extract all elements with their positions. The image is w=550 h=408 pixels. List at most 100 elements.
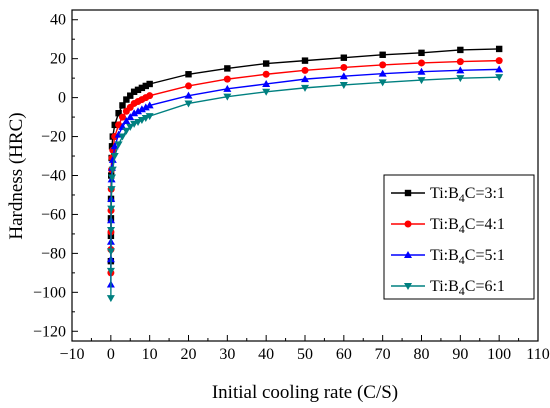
data-point: [417, 77, 426, 85]
x-tick-label: 20: [181, 346, 197, 363]
data-point: [456, 75, 465, 83]
data-point: [339, 81, 348, 89]
series-layer: [106, 45, 504, 303]
data-point: [108, 143, 116, 150]
x-tick-label: 30: [219, 346, 235, 363]
legend-marker: [404, 220, 412, 228]
x-tick-label: 0: [107, 346, 115, 363]
data-point: [110, 142, 119, 150]
x-tick-label: 80: [414, 346, 430, 363]
y-axis-title: Hardness (HRC): [6, 112, 27, 239]
data-point: [456, 58, 464, 66]
y-tick-label: 0: [58, 90, 66, 107]
data-point: [340, 54, 348, 61]
x-tick-label: 70: [375, 346, 391, 363]
data-point: [111, 121, 118, 129]
data-point: [378, 79, 387, 87]
data-point: [418, 59, 425, 67]
data-point: [118, 133, 127, 141]
legend-marker: [404, 251, 412, 258]
data-point: [115, 109, 122, 117]
legend: Ti:B4C=3:1 Ti:B4C=4:1 Ti:B4C=5:1 Ti:B4C=6:1: [383, 174, 535, 300]
legend-item: Ti:B4C=4:1: [391, 216, 505, 236]
data-point: [107, 186, 116, 194]
x-axis-title: Initial cooling rate (C/S): [212, 382, 398, 403]
data-point: [495, 45, 503, 53]
data-point: [379, 51, 386, 58]
data-point: [141, 103, 150, 111]
data-point: [126, 123, 135, 131]
data-point: [127, 92, 134, 99]
legend-label: Ti:B4C=6:1: [430, 278, 505, 298]
y-tick-label: −120: [33, 323, 66, 340]
data-point: [339, 72, 348, 80]
data-point: [107, 174, 116, 182]
data-point: [137, 105, 146, 113]
data-point: [126, 113, 135, 121]
data-point: [142, 82, 149, 90]
data-point: [262, 79, 271, 87]
data-point: [262, 88, 271, 96]
data-point: [184, 100, 193, 108]
data-point: [340, 63, 348, 71]
data-point: [122, 127, 131, 135]
data-point: [110, 153, 119, 161]
data-point: [108, 166, 117, 174]
x-tick-label: 110: [526, 346, 549, 363]
legend-marker: [404, 189, 412, 197]
x-tick-label: 90: [452, 346, 468, 363]
legend-item: Ti:B4C=6:1: [391, 278, 505, 298]
data-point: [106, 248, 115, 256]
x-tick-label: 60: [336, 346, 352, 363]
legend-label: Ti:B4C=3:1: [430, 185, 505, 205]
x-tick-label: 40: [258, 346, 274, 363]
y-tick-label: −40: [41, 168, 66, 185]
data-point: [145, 113, 154, 121]
y-axis-ticks: −120 −100 −80 −60 −40 −20 0 20 40: [33, 12, 78, 340]
y-tick-label: −100: [33, 284, 66, 301]
x-tick-label: −10: [59, 346, 84, 363]
x-axis-ticks: −10 0 10 20 30 40 50 60 70 80 90 100 110: [59, 335, 550, 363]
data-point: [146, 80, 153, 88]
data-point: [119, 102, 126, 109]
data-point: [224, 65, 231, 72]
data-point: [301, 75, 309, 83]
data-point: [301, 84, 309, 92]
data-point: [114, 141, 123, 149]
legend-marker: [404, 283, 412, 290]
legend-label: Ti:B4C=5:1: [430, 247, 505, 267]
data-point: [223, 75, 231, 83]
data-point: [118, 113, 126, 121]
data-point: [130, 88, 138, 95]
data-point: [106, 295, 115, 303]
legend-label: Ti:B4C=4:1: [430, 216, 505, 236]
y-tick-label: −60: [41, 206, 66, 223]
x-tick-label: 100: [487, 346, 511, 363]
y-tick-label: 20: [50, 51, 66, 68]
data-point: [106, 267, 115, 275]
series-3: [106, 65, 504, 288]
x-tick-label: 10: [142, 346, 158, 363]
data-point: [379, 61, 387, 69]
data-point: [122, 116, 131, 124]
data-point: [123, 96, 130, 103]
y-tick-label: 40: [50, 12, 66, 29]
data-point: [495, 74, 504, 82]
data-point: [185, 82, 192, 90]
data-point: [457, 46, 464, 54]
data-point: [378, 69, 387, 77]
data-point: [456, 66, 465, 74]
series-4: [106, 74, 504, 303]
legend-item: Ti:B4C=3:1: [391, 185, 505, 205]
data-point: [134, 107, 143, 115]
data-point: [223, 93, 232, 101]
data-point: [145, 101, 154, 109]
x-tick-label: 50: [297, 346, 313, 363]
data-point: [495, 57, 503, 65]
data-point: [184, 91, 193, 99]
data-point: [108, 155, 117, 163]
data-point: [418, 49, 425, 57]
data-point: [185, 71, 192, 78]
data-point: [262, 70, 270, 78]
